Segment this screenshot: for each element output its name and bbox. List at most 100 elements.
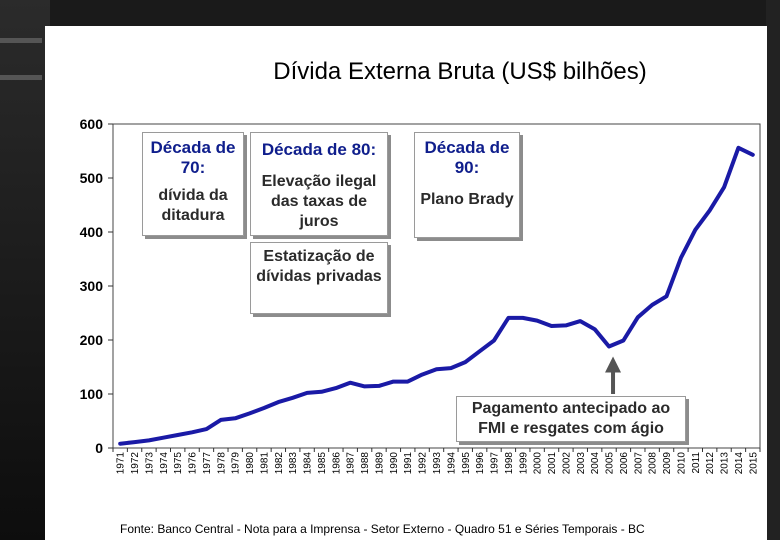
annotation-box-90s: Década de 90: Plano Brady [414, 132, 520, 238]
y-tick-label: 500 [80, 170, 104, 186]
data-point [506, 316, 510, 320]
data-point [722, 185, 726, 189]
data-point [463, 360, 467, 364]
x-tick-label: 1980 [245, 452, 256, 475]
data-point [190, 430, 194, 434]
x-tick-label: 2001 [547, 452, 558, 475]
data-point [176, 433, 180, 437]
annotation-heading: Década de 80: [261, 140, 377, 159]
x-tick-label: 1981 [259, 452, 270, 475]
y-tick-label: 0 [95, 440, 103, 456]
slide-decor-bar [0, 75, 42, 80]
data-point [751, 153, 755, 157]
data-point [406, 380, 410, 384]
data-point [550, 324, 554, 328]
x-tick-label: 2012 [705, 452, 716, 475]
x-tick-label: 1973 [144, 452, 155, 475]
data-point [521, 316, 525, 320]
data-point [348, 381, 352, 385]
data-point [492, 339, 496, 343]
data-point [276, 400, 280, 404]
x-tick-label: 2006 [619, 452, 630, 475]
x-tick-label: 1978 [216, 452, 227, 475]
data-point [262, 406, 266, 410]
x-tick-label: 1997 [490, 452, 501, 475]
data-point [435, 367, 438, 371]
data-point [636, 315, 640, 319]
annotation-body: Pagamento antecipado ao FMI e resgates c… [471, 400, 671, 437]
data-point [377, 384, 381, 388]
data-point [133, 440, 137, 444]
data-point [478, 349, 482, 353]
slide-decor-bar [0, 38, 42, 43]
data-point [564, 323, 568, 327]
x-tick-label: 1994 [446, 452, 457, 475]
x-tick-label: 1982 [274, 452, 285, 475]
data-point [118, 442, 122, 446]
annotation-body: Elevação ilegal das taxas de juros [261, 173, 377, 230]
x-tick-label: 2005 [605, 452, 616, 475]
x-tick-label: 1989 [374, 452, 385, 475]
data-point [607, 344, 611, 348]
annotation-box-70s: Década de 70: dívida da ditadura [142, 132, 244, 236]
x-tick-label: 2002 [561, 452, 572, 475]
x-tick-label: 2011 [691, 452, 702, 474]
annotation-box-estatizacao: Estatização de dívidas privadas [250, 242, 388, 314]
data-point [248, 411, 252, 415]
x-tick-label: 1991 [403, 452, 414, 475]
x-tick-label: 1975 [173, 452, 184, 475]
data-point [665, 294, 669, 298]
data-point [578, 319, 582, 323]
data-point [391, 380, 395, 384]
x-tick-label: 1984 [303, 452, 314, 475]
y-tick-label: 600 [80, 116, 104, 132]
x-tick-label: 2008 [648, 452, 659, 475]
x-tick-label: 2010 [676, 452, 687, 475]
x-tick-label: 1979 [231, 452, 242, 475]
x-tick-label: 2003 [576, 452, 587, 475]
x-tick-label: 1992 [418, 452, 429, 475]
data-point [319, 390, 323, 394]
data-point [535, 319, 539, 323]
annotation-body: Estatização de dívidas privadas [256, 248, 382, 285]
x-tick-label: 1996 [475, 452, 486, 475]
data-point [334, 386, 338, 390]
x-tick-label: 1985 [317, 452, 328, 475]
annotation-heading: Década de 70: [150, 138, 236, 177]
x-tick-label: 2007 [633, 452, 644, 475]
y-tick-label: 100 [80, 386, 104, 402]
data-point [593, 327, 597, 331]
x-tick-label: 1976 [188, 452, 199, 475]
chart-title: Dívida Externa Bruta (US$ bilhões) [273, 58, 647, 85]
data-point [305, 391, 309, 395]
x-tick-label: 2004 [590, 452, 601, 475]
slide-background-left [0, 0, 50, 540]
y-tick-label: 200 [80, 332, 104, 348]
data-point [708, 208, 712, 212]
x-tick-label: 1972 [130, 452, 141, 475]
data-point [621, 339, 625, 343]
x-tick-label: 2014 [734, 452, 745, 475]
data-point [147, 438, 151, 442]
x-tick-label: 1998 [504, 452, 515, 475]
annotation-box-80s: Década de 80: Elevação ilegal das taxas … [250, 132, 388, 236]
x-tick-label: 1995 [461, 452, 472, 475]
annotation-heading: Década de 90: [424, 138, 510, 177]
x-tick-label: 1993 [432, 452, 443, 475]
x-tick-label: 1983 [288, 452, 299, 475]
x-tick-label: 1987 [346, 452, 357, 475]
slide-background-right [766, 0, 780, 540]
data-point [161, 436, 165, 440]
chart-panel [45, 26, 767, 540]
x-tick-label: 1986 [331, 452, 342, 475]
source-footnote: Fonte: Banco Central - Nota para a Impre… [120, 522, 645, 536]
annotation-body: Plano Brady [420, 191, 514, 208]
annotation-arrow-head [605, 356, 622, 373]
x-tick-label: 1971 [116, 452, 127, 475]
data-point [291, 396, 295, 400]
data-point [650, 303, 654, 307]
x-tick-label: 1974 [159, 452, 170, 475]
data-point [420, 373, 424, 377]
data-point [363, 384, 367, 388]
